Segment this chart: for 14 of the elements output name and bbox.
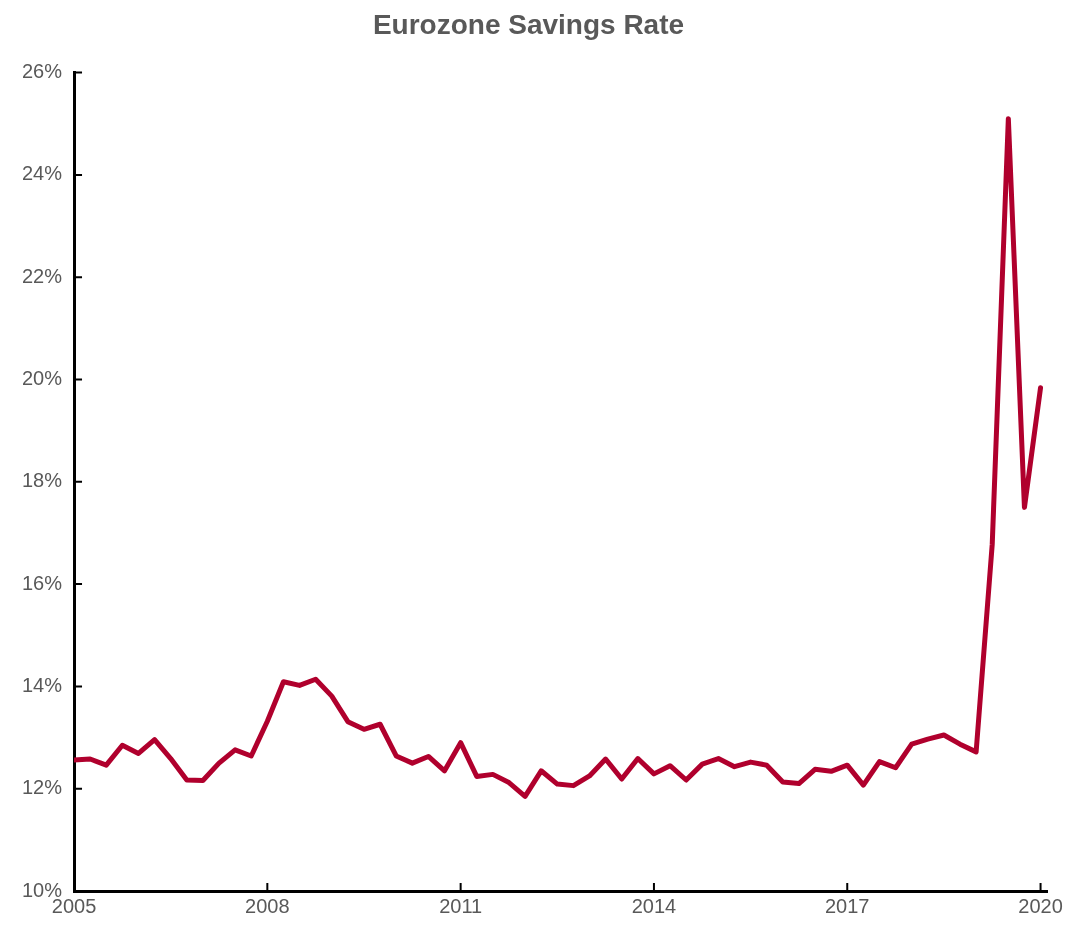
chart-title: Eurozone Savings Rate: [372, 8, 685, 40]
x-tick-label: 2014: [631, 894, 677, 917]
y-tick-label: 12%: [22, 776, 63, 799]
x-tick-label: 2008: [245, 894, 290, 917]
y-tick-label: 14%: [22, 673, 63, 696]
y-tick-label: 24%: [22, 162, 63, 185]
y-tick-label: 22%: [22, 264, 63, 287]
y-tick-label: 16%: [22, 571, 63, 594]
x-tick-label: 2020: [1018, 894, 1063, 917]
y-tick-label: 20%: [22, 367, 63, 390]
x-tick-label: 2017: [825, 894, 870, 917]
y-tick-label: 18%: [22, 469, 63, 492]
y-tick-label: 26%: [22, 60, 63, 83]
x-tick-label: 2011: [439, 894, 483, 917]
